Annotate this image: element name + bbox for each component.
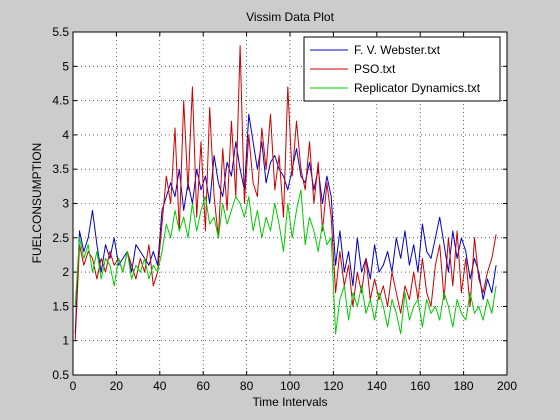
y-tick-label: 1 — [62, 334, 69, 348]
x-tick-label: 120 — [323, 379, 343, 393]
ticks: 0 20 40 60 80 100 120 140 160 180 200 0.5 1 1.5 2 2.5 3 3… — [52, 25, 517, 393]
y-axis-label: FUELCONSUMPTION — [30, 143, 44, 264]
x-tick-label: 200 — [497, 379, 517, 393]
legend-label-pso: PSO.txt — [354, 62, 396, 76]
chart-title: Vissim Data Plot — [246, 10, 334, 24]
x-tick-label: 60 — [197, 379, 211, 393]
x-tick-label: 20 — [110, 379, 124, 393]
x-axis-label: Time Intervals — [253, 395, 328, 409]
y-tick-label: 3 — [62, 197, 69, 211]
series-line-pso — [74, 45, 497, 341]
y-tick-label: 5.5 — [52, 25, 69, 39]
y-tick-label: 4 — [62, 128, 69, 142]
y-tick-label: 1.5 — [52, 299, 69, 313]
legend-label-webster: F. V. Webster.txt — [354, 43, 441, 57]
x-tick-label: 80 — [240, 379, 254, 393]
legend: F. V. Webster.txt PSO.txt Replicator Dyn… — [303, 36, 501, 102]
x-tick-label: 40 — [153, 379, 167, 393]
series-layer — [74, 45, 497, 341]
x-tick-label: 180 — [454, 379, 474, 393]
y-tick-label: 2.5 — [52, 231, 69, 245]
x-tick-label: 140 — [367, 379, 387, 393]
series-line-replicator — [74, 189, 497, 335]
y-tick-label: 5 — [62, 59, 69, 73]
x-tick-label: 0 — [70, 379, 77, 393]
y-tick-label: 0.5 — [52, 368, 69, 382]
x-tick-label: 160 — [410, 379, 430, 393]
y-tick-label: 3.5 — [52, 162, 69, 176]
legend-label-replicator: Replicator Dynamics.txt — [354, 81, 481, 95]
y-tick-label: 4.5 — [52, 94, 69, 108]
y-tick-label: 2 — [62, 265, 69, 279]
grid — [73, 32, 507, 375]
x-tick-label: 100 — [280, 379, 300, 393]
